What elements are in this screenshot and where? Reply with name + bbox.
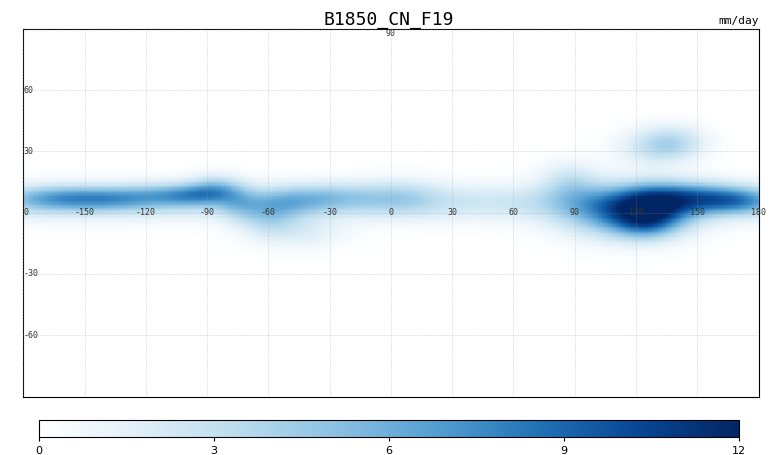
Text: 30: 30 xyxy=(447,208,457,217)
Text: mm/day: mm/day xyxy=(718,16,759,26)
Text: 60: 60 xyxy=(509,208,518,217)
Text: 0: 0 xyxy=(23,208,28,217)
Text: 180: 180 xyxy=(751,208,766,217)
Text: -90: -90 xyxy=(200,208,215,217)
Text: B1850_CN_F19: B1850_CN_F19 xyxy=(324,11,454,30)
Text: 30: 30 xyxy=(23,147,33,156)
Text: -60: -60 xyxy=(261,208,276,217)
Text: -60: -60 xyxy=(23,331,38,340)
Text: 150: 150 xyxy=(690,208,705,217)
Text: 90: 90 xyxy=(386,29,396,38)
Text: 60: 60 xyxy=(23,86,33,95)
Text: -150: -150 xyxy=(75,208,95,217)
Text: 90: 90 xyxy=(569,208,580,217)
Text: -30: -30 xyxy=(322,208,337,217)
Text: -30: -30 xyxy=(23,269,38,278)
Text: 120: 120 xyxy=(629,208,643,217)
Text: -120: -120 xyxy=(136,208,156,217)
Text: 0: 0 xyxy=(388,208,394,217)
